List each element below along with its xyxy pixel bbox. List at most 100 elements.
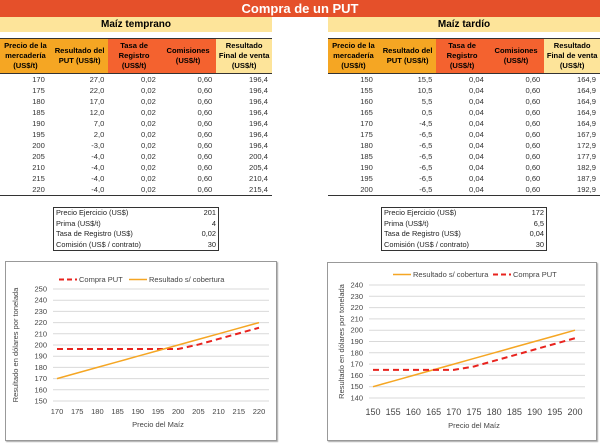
legend-label: Resultado s/ cobertura <box>149 275 225 284</box>
x-tick-label: 165 <box>426 407 441 417</box>
table-cell: 196,4 <box>248 108 268 117</box>
table-cell: 190 <box>32 119 45 128</box>
x-tick-label: 195 <box>547 407 562 417</box>
left-params-table: Precio Ejercicio (US$) 201 Prima (US$/t) 4 T… <box>53 207 219 251</box>
param-label: Precio Ejercicio (US$) <box>56 208 129 217</box>
table-cell: 0,02 <box>108 184 160 196</box>
y-tick-label: 220 <box>350 303 363 312</box>
table-row: 150 15,5 0,04 0,60 164,9 <box>328 74 600 86</box>
legend-label: Compra PUT <box>513 270 557 279</box>
y-tick-label: 190 <box>350 337 363 346</box>
param-value: 6,5 <box>533 218 544 228</box>
table-row: 175 -6,5 0,04 0,60 167,9 <box>328 129 600 140</box>
table-cell: -6,5 <box>419 163 433 172</box>
table-cell: 205 <box>32 152 45 161</box>
x-tick-label: 190 <box>132 407 145 416</box>
table-cell: 185 <box>360 152 373 161</box>
table-cell: 0,02 <box>141 108 156 117</box>
table-row: 215 -4,0 0,02 0,60 210,4 <box>0 173 272 184</box>
table-cell: 0,04 <box>469 174 484 183</box>
param-row: Precio Ejercicio (US$) 201 <box>54 208 219 219</box>
header-final-result: Resultado Final de venta (US$/t) <box>216 38 272 74</box>
header-price: Precio de la mercadería (US$/t) <box>328 38 379 74</box>
table-cell: 205,4 <box>248 163 268 172</box>
table-cell: -3,0 <box>91 141 105 150</box>
table-cell: 160 <box>360 97 373 106</box>
table-cell: 0,60 <box>525 119 541 128</box>
y-tick-label: 170 <box>34 374 47 383</box>
param-label: Precio Ejercicio (US$) <box>384 208 457 217</box>
table-cell: 167,9 <box>576 130 596 139</box>
table-cell: 150 <box>360 75 373 84</box>
table-cell: 0,60 <box>197 108 213 117</box>
table-cell: 182,9 <box>576 163 596 172</box>
table-cell: 22,0 <box>89 86 105 95</box>
table-row: 185 12,0 0,02 0,60 196,4 <box>0 107 272 118</box>
param-label: Prima (US$/t) <box>384 218 429 228</box>
x-tick-label: 175 <box>466 407 481 417</box>
param-label: Prima (US$/t) <box>56 218 101 228</box>
table-cell: 175 <box>32 86 45 95</box>
table-cell: 0,60 <box>197 141 213 150</box>
x-tick-label: 170 <box>51 407 64 416</box>
table-row: 210 -4,0 0,02 0,60 205,4 <box>0 162 272 173</box>
table-cell: 0,60 <box>197 97 213 106</box>
right-results-table: Precio de la mercadería (US$/t) Resultad… <box>328 38 600 196</box>
left-results-table: Precio de la mercadería (US$/t) Resultad… <box>0 38 272 196</box>
legend-label: Resultado s/ cobertura <box>413 270 489 279</box>
table-row: 200 -3,0 0,02 0,60 196,4 <box>0 140 272 151</box>
table-cell: 5,5 <box>421 97 433 106</box>
table-cell: 164,9 <box>576 86 596 95</box>
y-tick-label: 180 <box>350 348 363 357</box>
table-cell: -6,5 <box>419 174 433 183</box>
left-chart-svg: 150 160 170 180 190 200 210 220 230 240 250 170 175 1… <box>11 275 269 429</box>
table-row: 170 27,0 0,02 0,60 196,4 <box>0 74 272 86</box>
table-row: 160 5,5 0,04 0,60 164,9 <box>328 96 600 107</box>
table-cell: 164,9 <box>576 119 596 128</box>
param-label: Tasa de Registro (US$) <box>56 229 133 238</box>
y-tick-label: 160 <box>34 385 47 394</box>
param-label: Comisión (US$ / contrato) <box>56 239 142 249</box>
y-tick-label: 200 <box>350 326 363 335</box>
table-cell: 0,60 <box>487 184 545 196</box>
table-cell: 0,02 <box>141 130 156 139</box>
header-price: Precio de la mercadería (US$/t) <box>0 38 51 74</box>
param-row: Prima (US$/t) 4 <box>54 219 219 230</box>
x-tick-label: 180 <box>91 407 104 416</box>
table-cell: 7,0 <box>93 119 105 128</box>
header-put-result: Resultado del PUT (US$/t) <box>50 38 109 74</box>
left-chart: 150 160 170 180 190 200 210 220 230 240 250 170 175 1… <box>5 261 277 441</box>
table-cell: 0,60 <box>525 108 541 117</box>
param-value: 201 <box>203 208 216 217</box>
table-cell: 195 <box>360 174 373 183</box>
table-cell: -4,5 <box>419 119 433 128</box>
x-tick-label: 200 <box>567 407 582 417</box>
table-row: 220 -4,0 0,02 0,60 215,4 <box>0 184 272 196</box>
table-cell: 0,60 <box>525 174 541 183</box>
table-cell: 0,60 <box>197 130 213 139</box>
y-tick-label: 140 <box>350 394 363 403</box>
table-cell: 10,5 <box>417 86 433 95</box>
y-tick-label: 240 <box>34 296 47 305</box>
y-tick-label: 230 <box>34 307 47 316</box>
table-cell: -4,0 <box>91 163 105 172</box>
table-cell: 185 <box>32 108 45 117</box>
table-row: 180 17,0 0,02 0,60 196,4 <box>0 96 272 107</box>
y-tick-label: 210 <box>350 314 363 323</box>
table-cell: 0,60 <box>525 130 541 139</box>
y-tick-label: 210 <box>34 329 47 338</box>
table-cell: 15,5 <box>417 75 433 84</box>
table-row: 180 -6,5 0,04 0,60 172,9 <box>328 140 600 151</box>
right-subtitle: Maíz tardío <box>328 17 600 32</box>
x-tick-label: 175 <box>71 407 84 416</box>
y-tick-label: 230 <box>350 292 363 301</box>
table-cell: 0,60 <box>525 141 541 150</box>
x-tick-label: 210 <box>212 407 225 416</box>
table-cell: 192,9 <box>544 184 600 196</box>
page-title-banner: Compra de un PUT <box>0 0 600 17</box>
table-cell: 0,02 <box>141 86 156 95</box>
y-tick-label: 160 <box>350 371 363 380</box>
y-tick-label: 170 <box>350 360 363 369</box>
table-cell: 0,02 <box>141 174 156 183</box>
